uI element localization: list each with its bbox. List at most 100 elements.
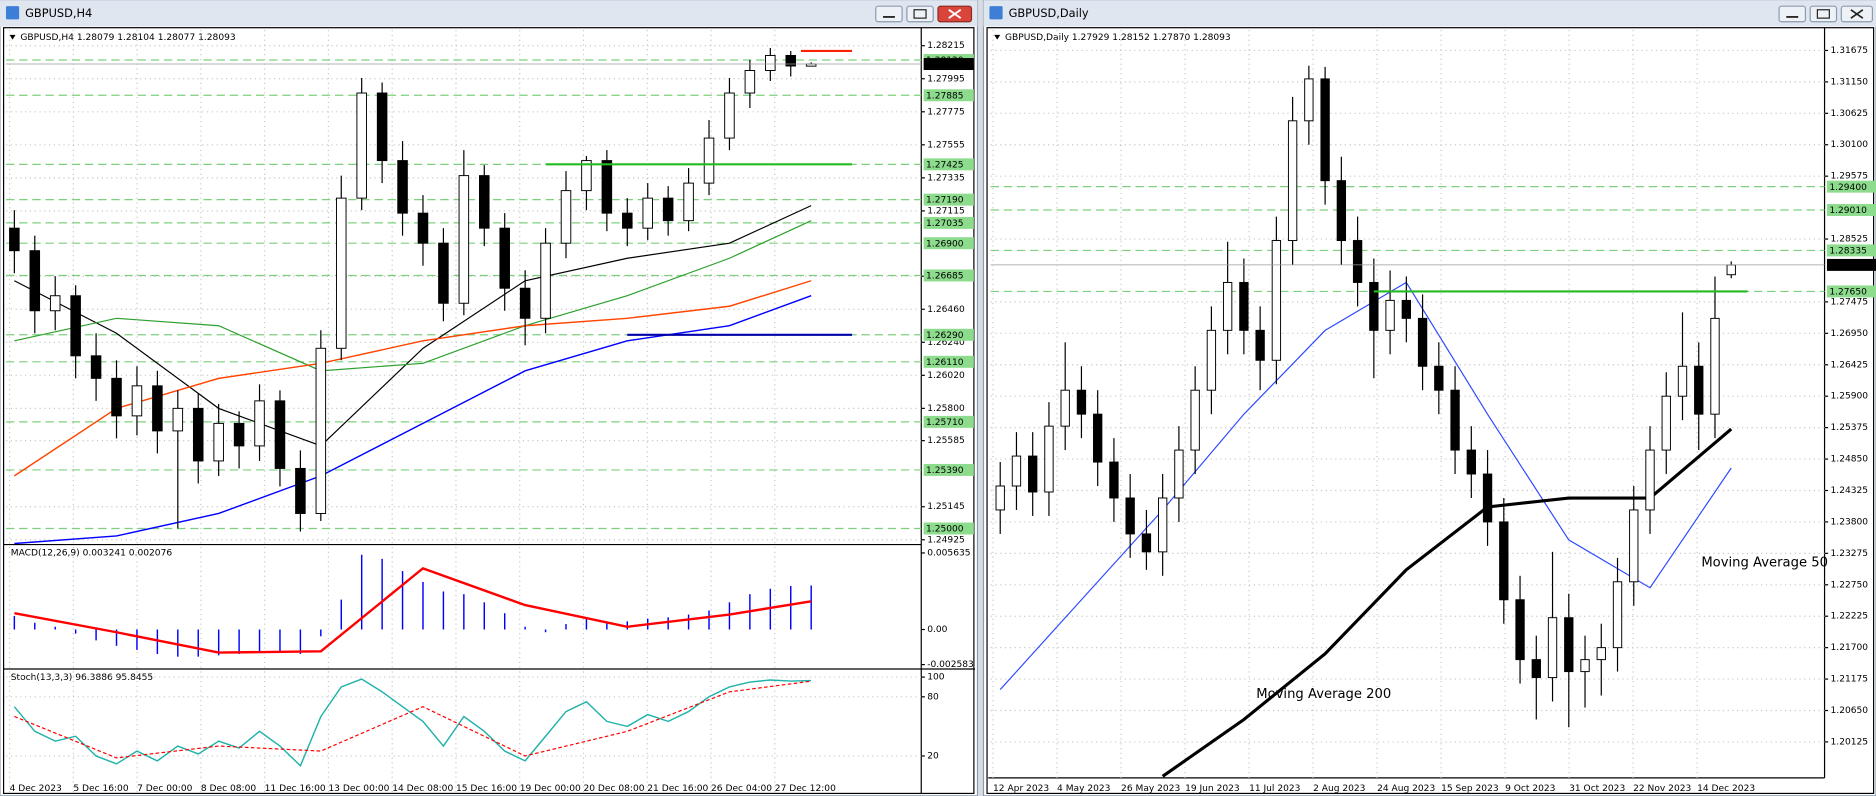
level-label-bg xyxy=(923,522,974,535)
level-label-bg xyxy=(923,415,974,428)
y-tick-label: 0.005635 xyxy=(927,548,970,558)
y-tick-label: 1.20125 xyxy=(1831,737,1869,747)
candle-body xyxy=(1661,395,1671,451)
candle-body xyxy=(1076,389,1087,415)
level-label: 1.27190 xyxy=(926,196,964,206)
y-tick-label: 20 xyxy=(927,751,939,761)
y-tick-label: 1.31675 xyxy=(1831,46,1869,56)
candle-body xyxy=(1255,329,1265,361)
candle-body xyxy=(642,197,653,229)
candle-body xyxy=(1677,365,1688,397)
chart-area xyxy=(986,27,1875,795)
candle-body xyxy=(152,385,163,432)
candle-body xyxy=(1352,240,1363,283)
level-label: 1.26110 xyxy=(926,358,964,368)
y-tick-label: 1.30625 xyxy=(1831,109,1869,119)
candle-body xyxy=(1125,497,1135,535)
level-label-bg xyxy=(923,463,974,476)
y-tick-label: 1.22750 xyxy=(1831,580,1869,590)
y-tick-label: 1.26020 xyxy=(927,371,965,381)
level-label: 1.25710 xyxy=(926,418,964,428)
date-label: 21 Dec 16:00 xyxy=(647,784,708,794)
window-title: GBPUSD,H4 xyxy=(25,6,92,20)
candle-body xyxy=(1710,317,1720,415)
candle-body xyxy=(376,92,388,162)
candle-body xyxy=(111,377,122,417)
level-label: 1.29010 xyxy=(1829,206,1867,216)
chart-header: GBPUSD,Daily 1.27929 1.28152 1.27870 1.2… xyxy=(1005,33,1231,43)
stoch-header: Stoch(13,3,3) 96.3886 95.8455 xyxy=(11,673,153,683)
window-title: GBPUSD,Daily xyxy=(1009,6,1089,20)
level-label: 1.29400 xyxy=(1829,183,1867,193)
y-tick-label: 1.23800 xyxy=(1831,517,1869,527)
candle-body xyxy=(1466,449,1476,475)
annotation: Moving Average 200 xyxy=(1256,687,1391,702)
stoch-signal xyxy=(14,680,812,759)
candle-body xyxy=(70,295,81,357)
title-bar xyxy=(0,0,978,27)
current-price-label-bg xyxy=(923,58,974,71)
candle-body xyxy=(1612,581,1623,649)
candle-body xyxy=(1596,647,1606,661)
maximize-icon xyxy=(913,9,927,19)
level-label-bg xyxy=(923,237,974,250)
moving-average xyxy=(999,281,1732,690)
candle-body xyxy=(233,422,245,447)
y-tick-label: 1.22225 xyxy=(1831,612,1869,622)
date-label: 2 Aug 2023 xyxy=(1313,784,1366,794)
macd-signal xyxy=(14,567,812,654)
candle-body xyxy=(1174,449,1184,499)
maximize-button[interactable] xyxy=(906,5,934,23)
candle-body xyxy=(90,355,102,379)
minimize-button[interactable] xyxy=(875,5,903,23)
candle-body xyxy=(295,467,306,514)
chart-header: GBPUSD,H4 1.28079 1.28104 1.28077 1.2809… xyxy=(20,33,236,43)
minimize-button[interactable] xyxy=(1778,5,1807,23)
level-label: 1.27885 xyxy=(926,91,964,101)
date-label: 26 May 2023 xyxy=(1121,784,1180,794)
date-label: 26 Dec 04:00 xyxy=(711,784,772,794)
y-tick-label: 1.21175 xyxy=(1831,675,1869,685)
candle-body xyxy=(1385,299,1395,331)
stoch-main xyxy=(13,678,812,768)
candle-body xyxy=(1629,509,1639,583)
close-icon xyxy=(1850,9,1864,19)
moving-average xyxy=(1161,427,1733,778)
y-tick-label: 100 xyxy=(927,673,945,683)
candle-body xyxy=(1287,120,1298,242)
level-label: 1.26685 xyxy=(926,272,964,282)
y-tick-label: 1.26460 xyxy=(927,305,965,315)
candle-body xyxy=(9,227,20,252)
candle-body xyxy=(1028,455,1038,493)
y-tick-label: 1.26425 xyxy=(1831,360,1869,370)
candle-body xyxy=(1044,425,1054,493)
maximize-button[interactable] xyxy=(1809,5,1838,23)
window-h4: GBPUSD,H4 GBPUSD,H4 1.28079 1.28104 1.28… xyxy=(0,0,979,796)
candle-body xyxy=(1141,533,1152,553)
maximize-icon xyxy=(1816,9,1830,19)
y-tick-label: 1.24925 xyxy=(927,535,965,545)
candle-body xyxy=(1450,389,1460,451)
candle-body xyxy=(1564,617,1574,673)
y-tick-label: 1.26240 xyxy=(927,338,965,348)
level-label-bg xyxy=(923,328,974,341)
candle-body xyxy=(1417,317,1428,367)
current-price-label: 1.28093 xyxy=(1829,261,1867,271)
level-label: 1.26290 xyxy=(926,331,964,341)
level-label-bg xyxy=(1826,204,1876,216)
candle-body xyxy=(765,54,776,71)
y-tick-label: 1.27995 xyxy=(927,74,965,84)
level-label-bg xyxy=(1826,285,1876,298)
candle-body xyxy=(315,347,327,514)
level-label: 1.27425 xyxy=(926,160,964,170)
y-tick-label: 1.31150 xyxy=(1831,77,1869,87)
candle-body xyxy=(397,160,408,214)
level-label: 1.28335 xyxy=(1829,247,1867,257)
candle-body xyxy=(1109,461,1119,499)
candle-body xyxy=(438,242,449,304)
candle-body xyxy=(581,160,592,192)
date-label: 24 Aug 2023 xyxy=(1377,784,1435,794)
date-label: 20 Dec 08:00 xyxy=(583,784,644,794)
candle-body xyxy=(479,175,490,229)
